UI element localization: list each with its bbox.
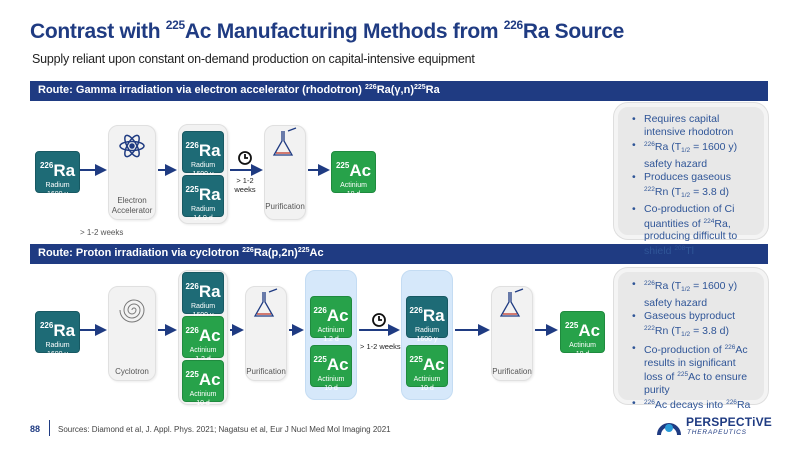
isotope-tile-ac226: 226Ac Actinium 1.2 d — [182, 316, 224, 363]
purification-label: Purification — [246, 367, 286, 376]
note-item: 226Ra (T1/2 = 1600 y) safety hazard — [632, 278, 754, 309]
page-number: 88 — [30, 424, 41, 434]
note-item: 226Ra (T1/2 = 1600 y) safety hazard — [632, 139, 754, 170]
isotope-tile-ra226: 226Ra Radium 1600 y — [182, 272, 224, 319]
atom-icon — [119, 134, 145, 158]
note-item: 226Ac decays into 226Ra — [632, 397, 754, 412]
purification-panel-1 — [264, 125, 306, 220]
duration-label: > 1-2 weeks — [80, 228, 124, 237]
isotope-tile-ac225: 225Ac Actinium 10 d — [560, 311, 605, 358]
cyclotron-label: Cyclotron — [115, 367, 149, 376]
purification-label: Purification — [492, 367, 532, 376]
isotope-tile-ra225: 225Ra Radium 14.9 d — [182, 175, 224, 222]
footer-divider — [49, 420, 50, 436]
note-item: Co-production of 226Ac results in signif… — [632, 342, 754, 396]
isotope-tile-ra226: 226Ra Radium 1600 y — [35, 311, 80, 358]
isotope-tile-ac226: 226Ac Actinium 1.2 d — [310, 296, 352, 343]
sources-citation: Sources: Diamond et al, J. Appl. Phys. 2… — [58, 425, 391, 434]
flask-icon — [272, 127, 297, 156]
route-2-header: Route: Proton irradiation via cyclotron … — [30, 244, 768, 264]
note-item: Co-production of Ci quantities of 224Ra,… — [632, 203, 754, 257]
flask-icon — [499, 288, 524, 317]
spiral-icon — [119, 299, 145, 323]
route-1-notes: Requires capital intensive rhodotron 226… — [614, 103, 768, 257]
electron-accelerator-panel — [108, 125, 156, 220]
flask-icon — [253, 288, 278, 317]
duration-label: > 1-2 weeks — [234, 176, 256, 194]
route-1-header: Route: Gamma irradiation via electron ac… — [30, 81, 768, 101]
note-item: Requires capital intensive rhodotron — [632, 113, 754, 138]
isotope-tile-ra226: 226Ra Radium 1600 y — [182, 131, 224, 178]
logo-mark-icon — [657, 423, 681, 436]
isotope-tile-ra226: 226Ra Radium 1600 y — [406, 296, 448, 343]
purification-panel-2b — [491, 286, 533, 381]
note-item: Gaseous byproduct 222Rn (T1/2 = 3.8 d) — [632, 310, 754, 341]
route-2-notes: 226Ra (T1/2 = 1600 y) safety hazard Gase… — [614, 268, 768, 411]
isotope-tile-ac225: 225Ac Actinium 10 d — [406, 345, 448, 392]
company-logo: PERSPECTiVE THERAPEUTICS — [656, 412, 776, 440]
electron-accelerator-label: Electron Accelerator — [111, 196, 153, 215]
duration-label: > 1-2 weeks — [360, 342, 401, 351]
page-subtitle: Supply reliant upon constant on-demand p… — [32, 52, 475, 66]
clock-icon — [238, 151, 252, 165]
purification-label: Purification — [265, 202, 305, 211]
isotope-tile-ac225: 225Ac Actinium 10 d — [331, 151, 376, 198]
cyclotron-panel — [108, 286, 156, 381]
purification-panel-2a — [245, 286, 287, 381]
isotope-tile-ac225: 225Ac Actinium 10 d — [310, 345, 352, 392]
page-title: Contrast with 225Ac Manufacturing Method… — [30, 18, 625, 43]
isotope-tile-ac225: 225Ac Actinium 10 d — [182, 360, 224, 407]
note-item: Produces gaseous 222Rn (T1/2 = 3.8 d) — [632, 171, 754, 202]
isotope-tile-ra226: 226Ra Radium 1600 y — [35, 151, 80, 198]
clock-icon — [372, 313, 386, 327]
